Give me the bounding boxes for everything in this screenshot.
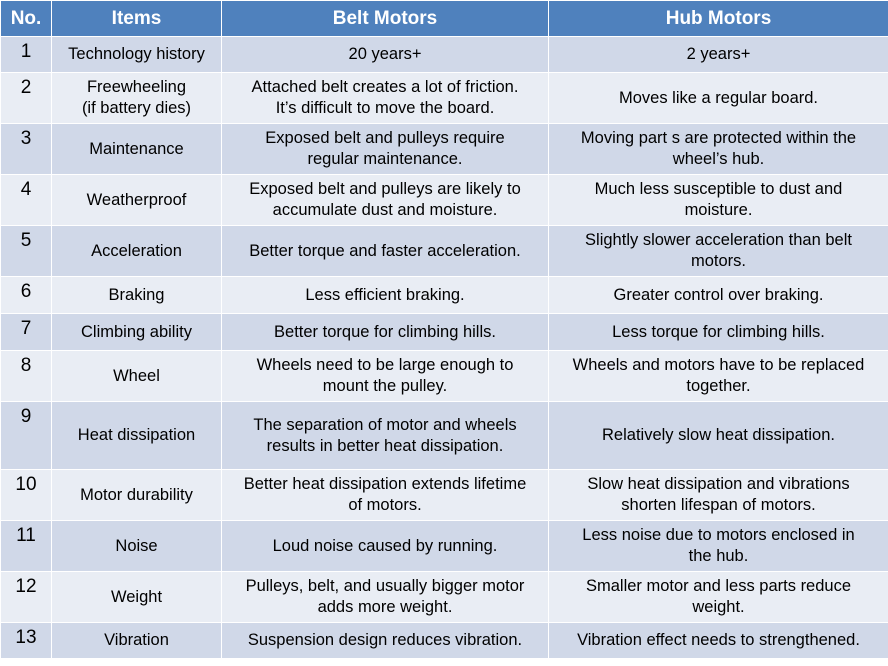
row-number: 12 [0,571,52,623]
table-row: 8 Wheel Wheels need to be large enough to m… [0,350,888,402]
row-belt-motors: Pulleys, belt, and usually bigger motor a… [221,571,549,623]
header-row: No. Items Belt Motors Hub Motors [0,0,888,37]
row-belt-motors: Suspension design reduces vibration. [221,622,549,659]
row-belt-motors: Better torque for climbing hills. [221,313,549,351]
row-belt-motors: Better torque and faster acceleration. [221,225,549,277]
row-number: 11 [0,520,52,572]
header-belt-motors: Belt Motors [221,0,549,37]
row-number: 2 [0,72,52,124]
table-row: 2 Freewheeling (if battery dies) Attached b… [0,72,888,124]
row-number: 4 [0,174,52,226]
table-row: 10 Motor durability Better heat dissipatio… [0,469,888,521]
table-row: 13 Vibration Suspension design reduces vib… [0,622,888,659]
table-row: 6 Braking Less efficient braking. Greater c… [0,276,888,314]
row-number: 8 [0,350,52,402]
row-hub-motors: 2 years+ [548,36,888,73]
row-belt-motors: Less efficient braking. [221,276,549,314]
row-number: 13 [0,622,52,659]
row-hub-motors: Much less susceptible to dust and moistur… [548,174,888,226]
row-hub-motors: Vibration effect needs to strengthened. [548,622,888,659]
table-row: 11 Noise Loud noise caused by running. Less… [0,520,888,572]
row-belt-motors: Attached belt creates a lot of friction.… [221,72,549,124]
table-row: 1 Technology history 20 years+ 2 years+ [0,36,888,73]
row-hub-motors: Less torque for climbing hills. [548,313,888,351]
row-belt-motors: Wheels need to be large enough to mount t… [221,350,549,402]
row-hub-motors: Less noise due to motors enclosed in the … [548,520,888,572]
table-row: 9 Heat dissipation The separation of motor… [0,401,888,470]
row-belt-motors: Better heat dissipation extends lifetime… [221,469,549,521]
row-item: Acceleration [51,225,222,277]
row-belt-motors: 20 years+ [221,36,549,73]
row-number: 5 [0,225,52,277]
row-belt-motors: Loud noise caused by running. [221,520,549,572]
row-item: Climbing ability [51,313,222,351]
row-item: Noise [51,520,222,572]
row-belt-motors: Exposed belt and pulleys require regular … [221,123,549,175]
row-number: 6 [0,276,52,314]
row-item: Weight [51,571,222,623]
row-item: Maintenance [51,123,222,175]
row-item: Weatherproof [51,174,222,226]
row-hub-motors: Wheels and motors have to be replaced tog… [548,350,888,402]
row-item: Technology history [51,36,222,73]
row-hub-motors: Slow heat dissipation and vibrations shor… [548,469,888,521]
row-hub-motors: Relatively slow heat dissipation. [548,401,888,470]
row-hub-motors: Moves like a regular board. [548,72,888,124]
row-hub-motors: Smaller motor and less parts reduce weigh… [548,571,888,623]
table-row: 5 Acceleration Better torque and faster ac… [0,225,888,277]
header-hub-motors: Hub Motors [548,0,888,37]
row-belt-motors: Exposed belt and pulleys are likely to ac… [221,174,549,226]
row-item: Wheel [51,350,222,402]
row-number: 9 [0,401,52,470]
table-row: 4 Weatherproof Exposed belt and pulleys ar… [0,174,888,226]
table-row: 7 Climbing ability Better torque for climb… [0,313,888,351]
row-number: 10 [0,469,52,521]
row-item: Motor durability [51,469,222,521]
row-item: Freewheeling (if battery dies) [51,72,222,124]
row-item: Braking [51,276,222,314]
row-number: 3 [0,123,52,175]
row-item: Heat dissipation [51,401,222,470]
row-item: Vibration [51,622,222,659]
header-items: Items [51,0,222,37]
table-body: 1 Technology history 20 years+ 2 years+ 2 Fre… [0,36,888,659]
table-row: 3 Maintenance Exposed belt and pulleys req… [0,123,888,175]
header-no: No. [0,0,52,37]
row-number: 7 [0,313,52,351]
table-row: 12 Weight Pulleys, belt, and usually bigge… [0,571,888,623]
row-number: 1 [0,36,52,73]
row-hub-motors: Slightly slower acceleration than belt mo… [548,225,888,277]
row-hub-motors: Moving part s are protected within the wh… [548,123,888,175]
row-belt-motors: The separation of motor and wheels result… [221,401,549,470]
row-hub-motors: Greater control over braking. [548,276,888,314]
